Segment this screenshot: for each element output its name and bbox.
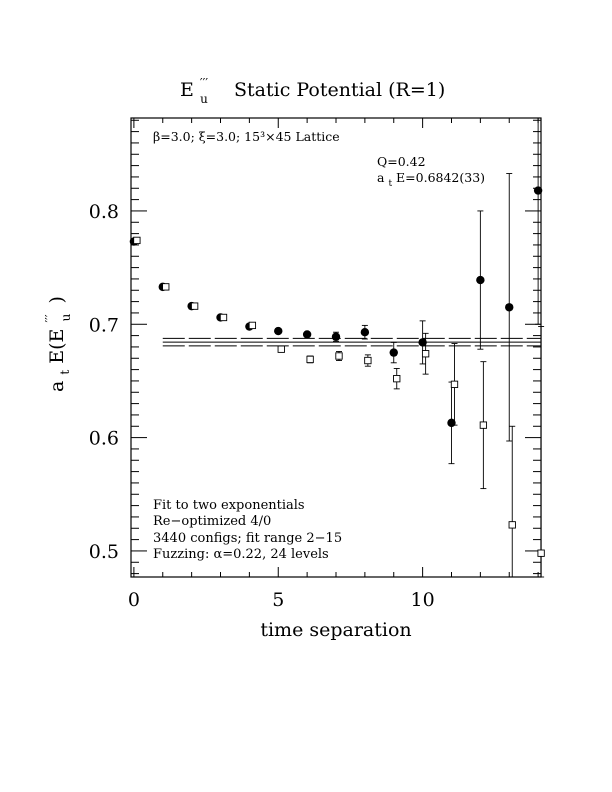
data-point-square [277, 345, 285, 353]
data-point-circle [302, 330, 312, 339]
fit-band [162, 337, 541, 347]
lattice-note: β=3.0; ξ=3.0; 15³×45 Lattice [153, 129, 340, 144]
data-point-square [133, 236, 141, 245]
y-axis-label-prefix: a [46, 381, 68, 392]
data-point-square [248, 321, 257, 330]
y-axis-label-prefix-sub: t [58, 370, 72, 375]
fit-energy-label: a t E=0.6842(33) [377, 170, 485, 189]
axis-ticks [131, 118, 541, 577]
tick-labels: 0 5 10 0.5 0.6 0.7 0.8 [89, 201, 435, 611]
fit-q-label: Q=0.42 [377, 154, 426, 169]
fit-note: Fuzzing: α=0.22, 24 levels [153, 547, 329, 562]
data-point-square [421, 350, 430, 358]
fit-note: Re−optimized 4/0 [153, 514, 271, 529]
data-point-circle [360, 328, 370, 337]
y-axis-label-sup: ′′′ [43, 314, 57, 322]
y-tick-label: 0.8 [89, 201, 119, 223]
y-axis-label-end: ) [46, 296, 68, 303]
fit-energy-prefix: a [377, 170, 385, 185]
data-series [129, 117, 545, 578]
chart-title-sub: u [200, 92, 208, 106]
y-axis-label-body: E(E [46, 329, 68, 364]
fit-energy-rest: E=0.6842(33) [396, 170, 485, 185]
data-point-circle [274, 326, 283, 336]
data-point-square [364, 356, 372, 365]
data-point-square [450, 380, 459, 388]
x-tick-label: 5 [272, 589, 284, 611]
y-tick-label: 0.6 [89, 428, 119, 450]
data-point-square [508, 521, 516, 529]
chart-title-rest: Static Potential (R=1) [222, 79, 445, 101]
chart-title: E ′′′ u Static Potential (R=1) [180, 70, 445, 108]
fit-note: 3440 configs; fit range 2−15 [153, 531, 342, 546]
x-tick-label: 0 [128, 589, 140, 611]
data-point-circle [533, 186, 543, 195]
data-point-square [537, 549, 545, 557]
chart-title-sup: ′′′ [200, 76, 208, 90]
y-tick-label: 0.5 [89, 541, 119, 563]
data-point-square [162, 283, 170, 291]
data-point-circle [331, 332, 341, 341]
y-axis-label: a t E(E ′′′ u ) [37, 296, 75, 392]
x-tick-label: 10 [411, 589, 435, 611]
data-point-square [393, 375, 401, 383]
data-point-circle [476, 275, 485, 285]
y-axis-label-sub: u [59, 313, 73, 321]
fit-energy-sub: t [388, 179, 392, 189]
data-point-square [335, 352, 343, 360]
data-point-circle [389, 348, 398, 357]
data-point-square [479, 421, 488, 429]
data-point-square [306, 355, 314, 364]
x-axis-label: time separation [260, 619, 411, 641]
data-point-circle [505, 303, 514, 312]
chart-title-main: E [180, 79, 194, 101]
fit-note: Fit to two exponentials [153, 498, 305, 513]
y-tick-label: 0.7 [89, 314, 119, 336]
data-point-circle [418, 338, 427, 347]
data-point-square [190, 302, 199, 310]
fit-notes: Fit to two exponentials Re−optimized 4/0… [153, 498, 342, 562]
data-point-square [219, 313, 228, 322]
